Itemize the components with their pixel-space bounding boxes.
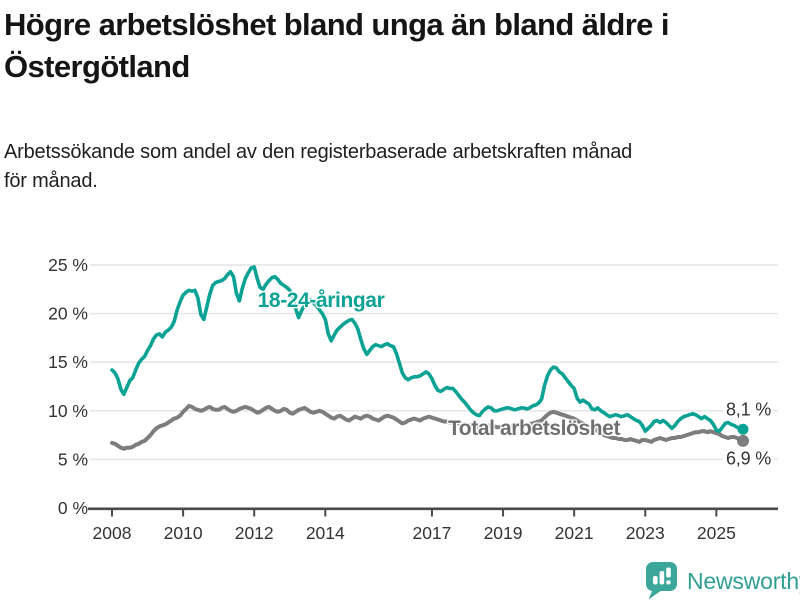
y-axis-tick-label: 5 %	[58, 449, 88, 469]
y-axis-tick-label: 15 %	[48, 352, 88, 372]
newsworthy-logo: Newsworthy	[645, 561, 800, 600]
chart-title: Högre arbetslöshet bland unga än bland ä…	[4, 4, 798, 88]
chart-subtitle: Arbetssökande som andel av den registerb…	[4, 138, 798, 196]
series-label-youth: 18-24-åringar	[257, 289, 385, 312]
end-value-label-total: 6,9 %	[723, 448, 775, 470]
y-axis-tick-label: 0 %	[58, 498, 88, 518]
x-axis-tick-label: 2023	[626, 523, 665, 543]
y-axis-tick-label: 20 %	[48, 304, 88, 324]
end-dot-youth	[737, 423, 749, 435]
x-axis-tick-label: 2012	[235, 523, 274, 543]
x-axis-tick-label: 2025	[697, 523, 736, 543]
series-label-total: Total arbetslöshet	[447, 417, 621, 440]
chart-subtitle-line-1: Arbetssökande som andel av den registerb…	[4, 141, 633, 163]
chart-title-line-2: Östergötland	[4, 49, 190, 84]
x-axis-tick-label: 2021	[555, 523, 594, 543]
series-line-total	[110, 403, 745, 451]
y-axis-tick-label: 25 %	[48, 255, 88, 275]
y-axis-tick-label: 10 %	[48, 401, 88, 421]
chart-subtitle-line-2: för månad.	[4, 170, 98, 192]
x-axis-tick-label: 2008	[93, 523, 132, 543]
chart-title-line-1: Högre arbetslöshet bland unga än bland ä…	[4, 7, 669, 42]
x-axis-tick-label: 2010	[164, 523, 203, 543]
newsworthy-bubble-chart-icon	[646, 562, 677, 600]
x-axis-tick-label: 2019	[484, 523, 523, 543]
end-dot-total	[737, 434, 750, 447]
x-axis-tick-label: 2017	[412, 523, 451, 543]
x-axis-tick-label: 2014	[306, 523, 345, 543]
series-line-youth	[110, 265, 745, 434]
newsworthy-logo-text: Newsworthy	[687, 567, 800, 594]
end-value-label-youth: 8,1 %	[723, 399, 775, 421]
